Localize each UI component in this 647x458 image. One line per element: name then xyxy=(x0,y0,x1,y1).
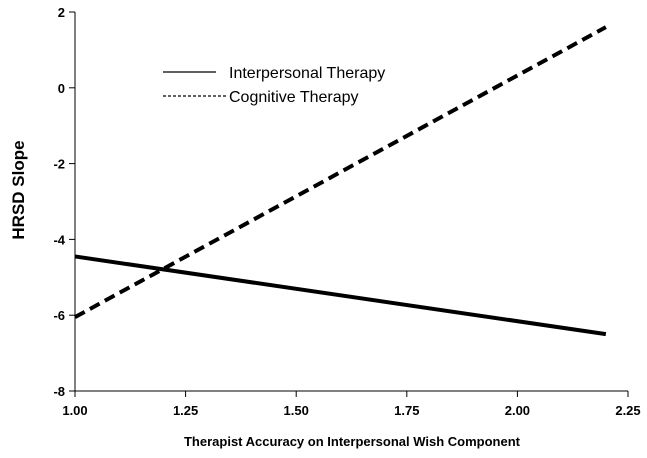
y-tick-label: -8 xyxy=(53,384,65,399)
y-tick-label: -6 xyxy=(53,308,65,323)
y-tick-label: 0 xyxy=(58,81,65,96)
x-tick-label: 1.00 xyxy=(62,403,87,418)
legend-label-cognitive: Cognitive Therapy xyxy=(229,89,359,106)
x-tick-label: 2.00 xyxy=(505,403,530,418)
series-lines xyxy=(74,25,607,337)
x-tick-label: 1.25 xyxy=(173,403,198,418)
x-tick-label: 2.25 xyxy=(615,403,640,418)
x-tick-label: 1.50 xyxy=(284,403,309,418)
y-tick-label: 2 xyxy=(58,5,65,20)
legend-label-interpersonal: Interpersonal Therapy xyxy=(229,65,385,82)
x-tick-label: 1.75 xyxy=(394,403,419,418)
plot-area: 2 0 -2 -4 -6 -8 1.00 1.25 1.50 1.75 2.00 2.25 xyxy=(53,5,640,418)
x-axis-ticks: 1.00 1.25 1.50 1.75 2.00 2.25 xyxy=(62,391,641,418)
series-line-interpersonal xyxy=(74,254,607,337)
x-axis-title: Therapist Accuracy on Interpersonal Wish… xyxy=(184,434,521,449)
y-tick-label: -4 xyxy=(53,232,65,247)
y-tick-label: -2 xyxy=(53,157,65,172)
y-axis-title: HRSD Slope xyxy=(9,140,28,239)
y-axis-ticks: 2 0 -2 -4 -6 -8 xyxy=(53,5,75,399)
legend: Interpersonal Therapy Cognitive Therapy xyxy=(163,65,385,106)
